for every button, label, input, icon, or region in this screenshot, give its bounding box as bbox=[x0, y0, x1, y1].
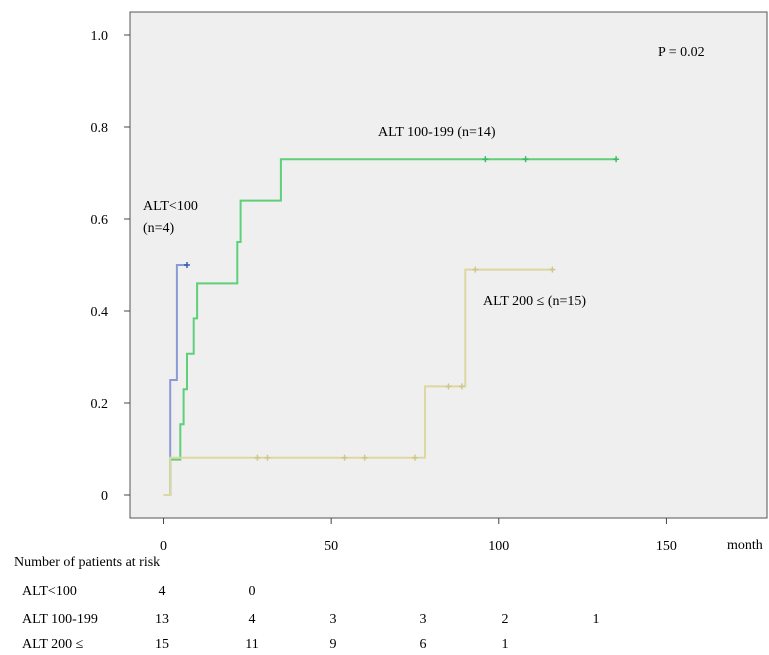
p-value-annotation: P = 0.02 bbox=[658, 45, 705, 60]
risk-cell: 3 bbox=[419, 612, 427, 627]
risk-cell: 4 bbox=[158, 584, 166, 599]
risk-cell: 9 bbox=[329, 637, 337, 652]
risk-cell: 0 bbox=[248, 584, 256, 599]
risk-table-title: Number of patients at risk bbox=[14, 555, 161, 570]
y-tick-label: 0.4 bbox=[91, 305, 109, 320]
risk-row-label-alt-lt-100: ALT<100 bbox=[22, 584, 77, 599]
risk-cell: 13 bbox=[155, 612, 169, 627]
x-axis-label: month bbox=[727, 538, 763, 553]
series-label-alt-lt-100: ALT<100 bbox=[143, 199, 198, 214]
y-tick-label: 0.2 bbox=[91, 397, 109, 412]
y-tick-label: 0 bbox=[101, 489, 108, 504]
x-tick-label: 50 bbox=[324, 539, 338, 554]
risk-cell: 6 bbox=[419, 637, 427, 652]
risk-cell: 2 bbox=[501, 612, 509, 627]
risk-row-label-alt-200-plus: ALT 200 ≤ bbox=[22, 637, 84, 652]
risk-cell: 1 bbox=[501, 637, 509, 652]
series-label-alt-lt-100-n: (n=4) bbox=[143, 221, 175, 236]
series-label-alt-100-199: ALT 100-199 (n=14) bbox=[378, 125, 496, 140]
km-curve-series-1 bbox=[163, 158, 617, 496]
y-tick-label: 1.0 bbox=[91, 29, 109, 44]
plot-area bbox=[129, 11, 768, 519]
x-tick-label: 100 bbox=[488, 539, 509, 554]
series-label-alt-200-plus: ALT 200 ≤ (n=15) bbox=[483, 294, 586, 309]
x-tick-label: 0 bbox=[160, 539, 167, 554]
risk-cell: 4 bbox=[248, 612, 256, 627]
risk-cell: 1 bbox=[592, 612, 600, 627]
km-curve-series-2 bbox=[163, 268, 553, 496]
risk-cell: 3 bbox=[329, 612, 337, 627]
risk-cell: 11 bbox=[245, 637, 259, 652]
risk-cell: 15 bbox=[155, 637, 169, 652]
y-tick-label: 0.6 bbox=[91, 213, 109, 228]
x-tick-label: 150 bbox=[656, 539, 677, 554]
y-tick-label: 0.8 bbox=[91, 121, 109, 136]
risk-row-label-alt-100-199: ALT 100-199 bbox=[22, 612, 98, 627]
